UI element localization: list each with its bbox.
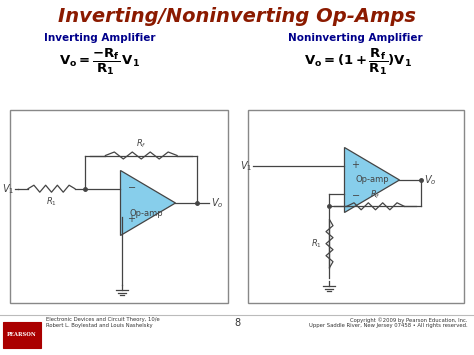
Text: Op-amp: Op-amp (355, 175, 389, 185)
Text: $V_1$: $V_1$ (2, 182, 14, 196)
Text: Copyright ©2009 by Pearson Education, Inc.
Upper Saddle River, New Jersey 07458 : Copyright ©2009 by Pearson Education, In… (310, 317, 468, 328)
Text: $\mathbf{V_o = \dfrac{-R_f}{R_1}\,V_1}$: $\mathbf{V_o = \dfrac{-R_f}{R_1}\,V_1}$ (59, 47, 141, 77)
Text: −: − (128, 183, 136, 193)
Bar (248, 110, 464, 303)
Text: PEARSON: PEARSON (7, 333, 37, 338)
Text: 8: 8 (234, 318, 240, 328)
Text: $R_1$: $R_1$ (310, 237, 321, 250)
Bar (10, 110, 228, 303)
Text: Noninverting Amplifier: Noninverting Amplifier (288, 33, 422, 43)
Text: Inverting/Noninverting Op-Amps: Inverting/Noninverting Op-Amps (58, 7, 416, 26)
Text: $\mathbf{V_o = (1+\dfrac{R_f}{R_1})V_1}$: $\mathbf{V_o = (1+\dfrac{R_f}{R_1})V_1}$ (304, 47, 412, 77)
Text: $V_o$: $V_o$ (425, 173, 437, 187)
Text: −: − (352, 191, 360, 201)
Text: $R_f$: $R_f$ (136, 138, 146, 151)
Bar (3, 322, 41, 348)
Text: $V_1$: $V_1$ (240, 159, 252, 173)
Text: Electronic Devices and Circuit Theory, 10/e
Robert L. Boylestad and Louis Nashel: Electronic Devices and Circuit Theory, 1… (46, 317, 160, 328)
Text: $R_f$: $R_f$ (370, 189, 381, 201)
Text: Inverting Amplifier: Inverting Amplifier (44, 33, 156, 43)
Text: Op-amp: Op-amp (129, 208, 163, 218)
Text: +: + (352, 160, 359, 170)
Polygon shape (120, 170, 175, 235)
Text: $R_1$: $R_1$ (46, 196, 57, 208)
Text: $V_o$: $V_o$ (211, 196, 224, 210)
Polygon shape (345, 147, 400, 213)
Text: +: + (128, 214, 136, 224)
